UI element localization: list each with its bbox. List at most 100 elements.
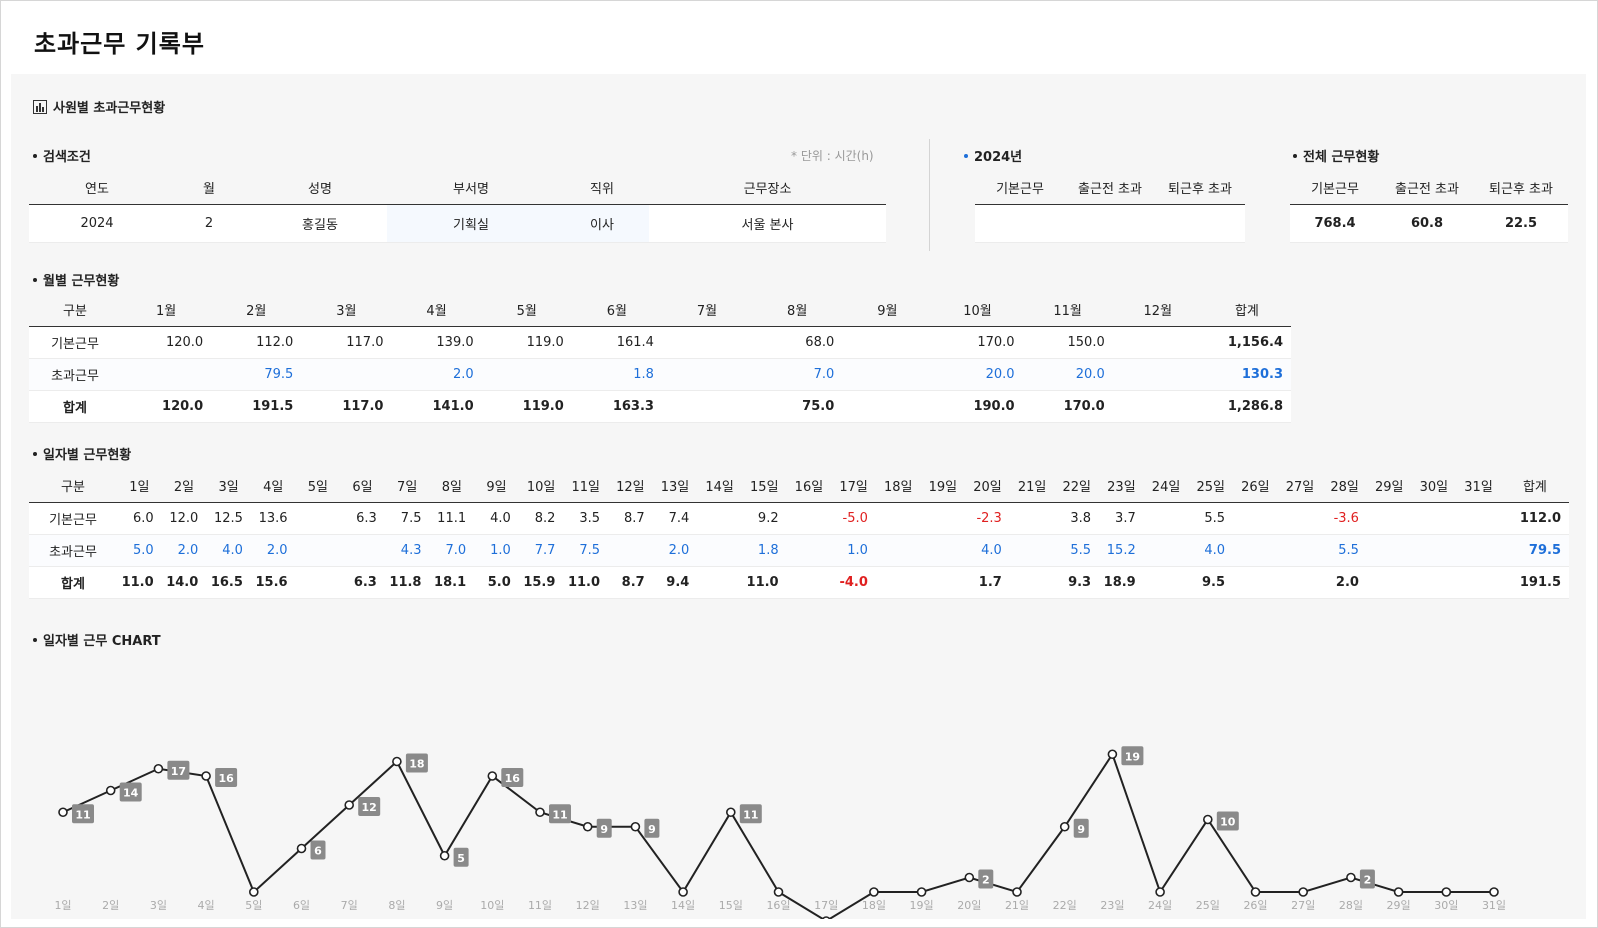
data-label: 2 [1359,869,1375,889]
data-point[interactable] [1012,887,1022,897]
table-cell: 5.0 [474,566,519,599]
data-point[interactable] [916,887,927,897]
year-box-value [975,204,1065,243]
monthly-header: 5월 [481,294,572,327]
data-point[interactable] [535,807,545,818]
table-cell [1112,358,1203,391]
data-point[interactable] [630,821,641,832]
table-cell: 170.0 [932,326,1023,359]
table-row: 초과근무 79.5 2.0 1.8 7.0 20.0 20.0 130.3 [29,358,1291,391]
x-tick-label: 1일 [54,898,71,912]
x-tick-label: 5일 [245,898,262,912]
table-cell: 4.0 [206,534,251,567]
svg-text:6: 6 [314,845,322,858]
svg-text:11: 11 [552,808,567,821]
table-cell: 11.8 [384,566,430,599]
data-point[interactable] [201,771,211,781]
table-cell [1143,502,1189,535]
table-cell [875,566,921,599]
table-cell: -3.6 [1322,502,1367,535]
daily-table: 구분 1일 2일 3일 4일 5일 6일 7일 8일 9일 10일 11일 12일 13일 14일 15일 16… [29,470,1569,599]
row-label: 기본근무 [29,326,121,359]
table-cell: 12.5 [206,502,251,535]
table-cell: 7.5 [384,502,430,535]
data-point[interactable] [344,800,355,810]
x-tick-label: 30일 [1434,898,1458,912]
data-point[interactable] [392,756,402,767]
table-cell [697,534,742,567]
daily-header: 25일 [1188,470,1234,503]
data-point[interactable] [582,821,593,832]
daily-header: 28일 [1322,470,1367,503]
table-cell [1456,534,1501,567]
data-point[interactable] [296,843,307,854]
x-tick-label: 16일 [766,898,790,912]
x-tick-label: 14일 [671,898,695,912]
table-cell: 6.3 [340,502,385,535]
workplace-value[interactable]: 서울 본사 [649,204,886,243]
daily-header: 22일 [1054,470,1100,503]
data-point[interactable] [153,763,164,774]
data-label: 10 [1216,811,1239,831]
table-cell: 4.0 [474,502,519,535]
data-point[interactable] [1107,749,1118,760]
table-cell: 5.5 [1188,502,1234,535]
data-point[interactable] [678,887,688,897]
table-cell [661,358,753,391]
table-cell: 2.0 [250,534,296,567]
table-cell: 20.0 [1022,358,1113,391]
chart-title: 일자별 근무 CHART [33,630,161,649]
data-point[interactable] [1250,887,1261,897]
month-value[interactable]: 2 [165,204,253,243]
data-point[interactable] [1346,872,1356,883]
total-box-header: 출근전 초과 [1380,172,1474,205]
data-point[interactable] [725,807,736,818]
daily-header: 8일 [429,470,475,503]
name-value[interactable]: 홍길동 [253,204,387,243]
daily-title-text: 일자별 근무현황 [43,448,132,463]
daily-header: 23일 [1099,470,1144,503]
table-cell: 9.4 [652,566,698,599]
data-point[interactable] [1489,887,1499,897]
daily-header: 17일 [831,470,876,503]
data-point[interactable] [1441,887,1452,897]
svg-text:17: 17 [171,765,186,778]
table-cell [1366,566,1412,599]
data-point[interactable] [439,850,450,861]
data-point[interactable] [869,887,879,897]
x-tick-label: 31일 [1482,898,1506,912]
data-point[interactable] [1059,821,1070,832]
table-cell: 5.5 [1054,534,1100,567]
data-point[interactable] [773,887,784,897]
table-cell: 2.0 [652,534,698,567]
position-value[interactable]: 이사 [555,204,649,243]
table-cell: 13.6 [250,502,296,535]
total-basic-value: 768.4 [1290,204,1380,243]
table-cell: 4.0 [1188,534,1234,567]
data-point[interactable] [1155,887,1165,897]
table-cell: 6.0 [117,502,162,535]
data-point[interactable] [964,872,975,883]
table-cell: 4.3 [384,534,430,567]
table-row: 합계 11.0 14.0 16.5 15.6 6.3 11.8 18.1 5.0 15.9 11.0… [29,566,1569,599]
data-point[interactable] [105,785,116,796]
data-point[interactable] [821,916,831,919]
data-point[interactable] [249,887,259,897]
data-point[interactable] [487,771,498,781]
table-cell [340,534,385,567]
table-cell: 8.2 [518,502,564,535]
data-point[interactable] [1393,887,1404,897]
data-point[interactable] [1203,814,1213,825]
monthly-header: 1월 [121,294,212,327]
table-cell [1366,534,1412,567]
data-point[interactable] [1298,887,1308,897]
total-before-value: 60.8 [1380,204,1474,243]
x-tick-label: 21일 [1005,898,1029,912]
year-box-title: 2024년 [964,146,1022,165]
data-point[interactable] [58,807,68,818]
table-cell [1366,502,1412,535]
daily-header: 4일 [250,470,296,503]
department-value[interactable]: 기획실 [387,204,555,243]
year-value[interactable]: 2024 [29,204,165,243]
table-cell [1277,534,1323,567]
